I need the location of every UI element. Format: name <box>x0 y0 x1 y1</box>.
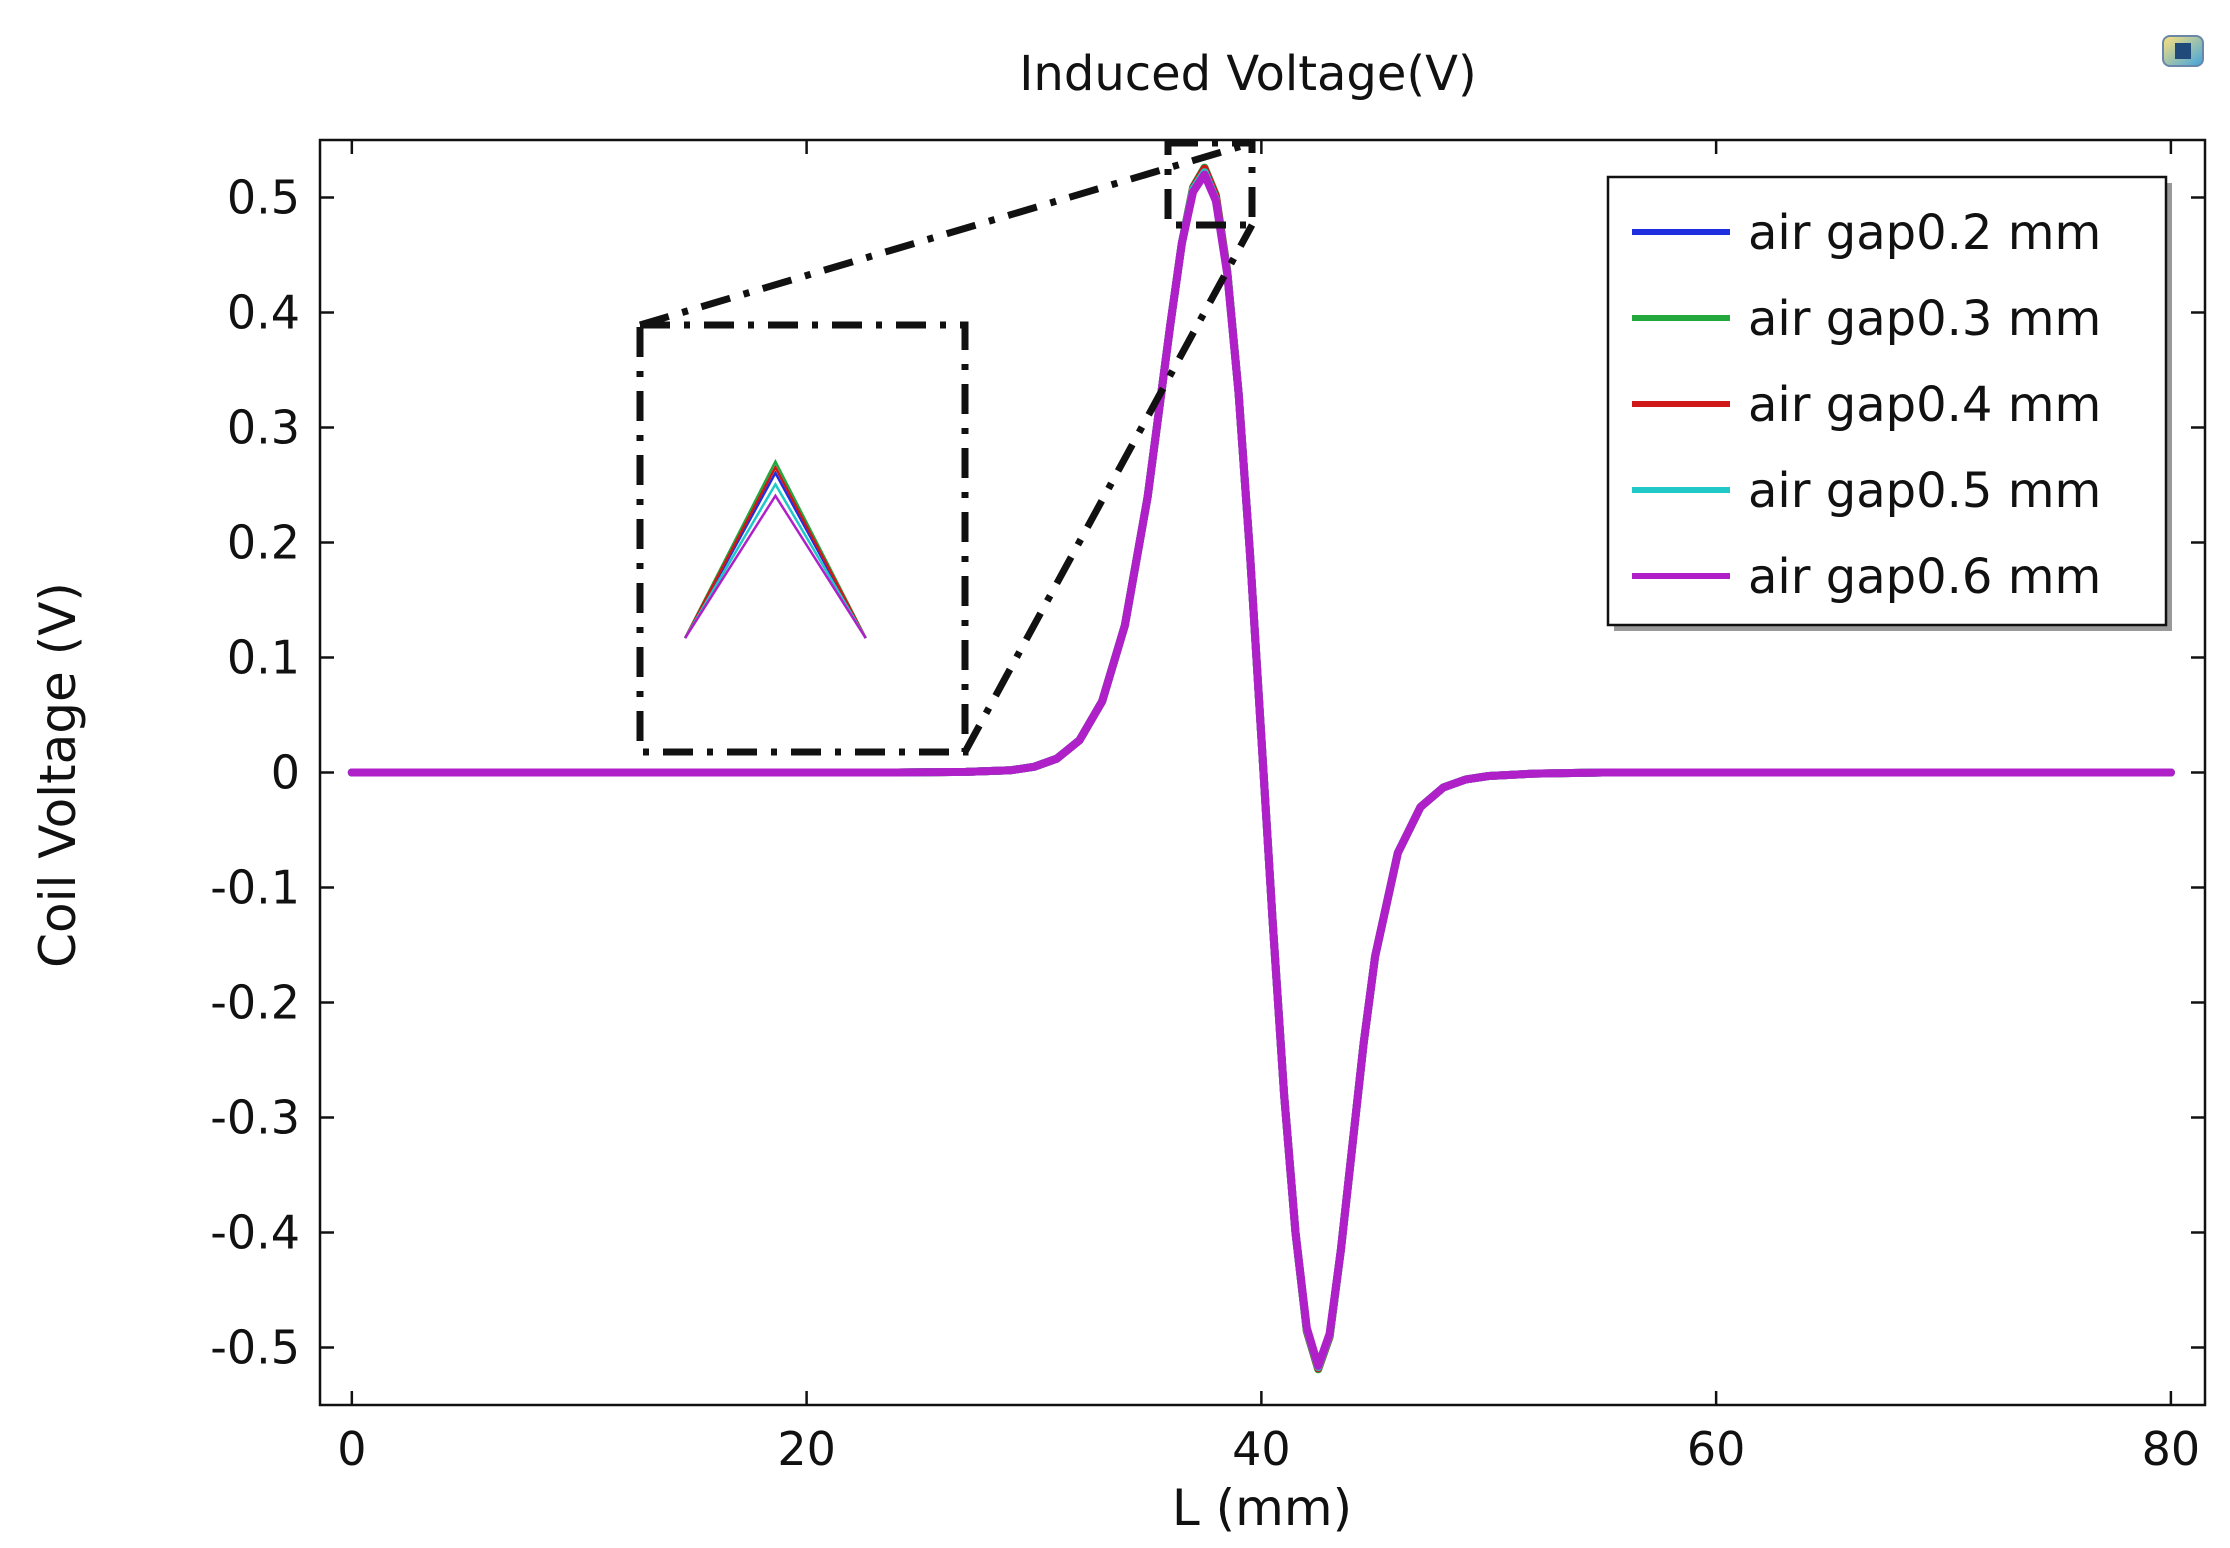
zoom-connector-top <box>639 139 1253 329</box>
x-tick-label: 60 <box>1687 1422 1746 1476</box>
x-axis-label: L (mm) <box>1172 1479 1352 1537</box>
y-axis-ticks: 0.5 0.4 0.3 0.2 0.1 0 -0.1 -0.2 -0.3 -0.4 -0.5 <box>210 171 2205 1375</box>
legend-item: air gap0.2 mm <box>1632 205 2101 261</box>
zoom-connector-bottom <box>961 223 1256 754</box>
legend-label: air gap0.2 mm <box>1748 205 2101 261</box>
x-tick-label: 40 <box>1232 1422 1291 1476</box>
plot-frame <box>318 138 2207 1407</box>
inset-line-4 <box>684 481 867 639</box>
series-line-5 <box>347 170 2175 1370</box>
y-tick-label: 0.3 <box>227 401 300 455</box>
zoom-inset-box <box>636 321 969 756</box>
x-axis-ticks: 0 20 40 60 80 <box>337 140 2200 1476</box>
legend-item: air gap0.6 mm <box>1632 549 2101 605</box>
zoom-annotation <box>636 139 1256 756</box>
y-tick-label: 0 <box>271 746 300 800</box>
y-tick-label: 0.2 <box>227 516 300 570</box>
y-axis-label: Coil Voltage (V) <box>29 582 87 968</box>
y-tick-label: -0.4 <box>210 1206 300 1260</box>
zoom-source-box <box>1164 139 1256 229</box>
x-tick-label: 80 <box>2142 1422 2201 1476</box>
y-tick-label: 0.5 <box>227 171 300 225</box>
export-icon[interactable] <box>2162 35 2204 67</box>
chart-title: Induced Voltage(V) <box>1019 46 1476 102</box>
y-tick-label: 0.4 <box>227 286 300 340</box>
legend-label: air gap0.3 mm <box>1748 291 2101 347</box>
x-tick-label: 0 <box>337 1422 366 1476</box>
inset-line-3 <box>683 464 867 639</box>
inset-line-5 <box>684 493 867 639</box>
inset-line-2 <box>683 458 867 639</box>
legend-item: air gap0.5 mm <box>1632 463 2101 519</box>
legend: air gap0.2 mm air gap0.3 mm air gap0.4 mm a… <box>1606 175 2172 631</box>
legend-label: air gap0.4 mm <box>1748 377 2101 433</box>
legend-item: air gap0.3 mm <box>1632 291 2101 347</box>
legend-label: air gap0.6 mm <box>1748 549 2101 605</box>
y-tick-label: -0.3 <box>210 1091 300 1145</box>
legend-item: air gap0.4 mm <box>1632 377 2101 433</box>
x-tick-label: 20 <box>777 1422 836 1476</box>
y-tick-label: 0.1 <box>227 631 300 685</box>
y-tick-label: -0.5 <box>210 1321 300 1375</box>
legend-label: air gap0.5 mm <box>1748 463 2101 519</box>
y-tick-label: -0.1 <box>210 861 300 915</box>
zoom-inset <box>683 458 867 639</box>
y-tick-label: -0.2 <box>210 976 300 1030</box>
series-lines <box>347 163 2175 1374</box>
